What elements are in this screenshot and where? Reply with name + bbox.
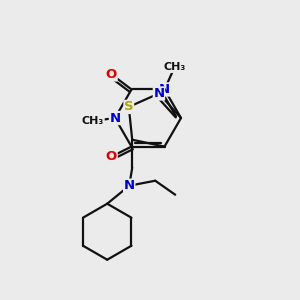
Text: N: N <box>159 83 170 96</box>
Text: CH₃: CH₃ <box>164 62 186 72</box>
Text: N: N <box>124 179 135 192</box>
Text: N: N <box>153 87 164 100</box>
Text: O: O <box>106 68 117 81</box>
Text: O: O <box>106 150 117 163</box>
Text: S: S <box>124 100 134 113</box>
Text: N: N <box>110 112 121 124</box>
Text: CH₃: CH₃ <box>82 116 104 126</box>
